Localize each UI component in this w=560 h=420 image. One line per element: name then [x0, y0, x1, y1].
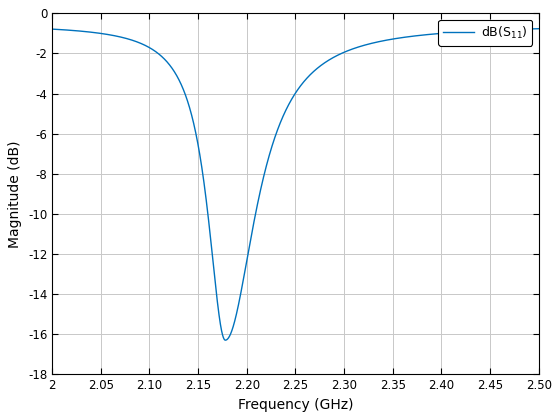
dB(S$_{11}$) [49, 26, 55, 32]
Y-axis label: Magnitude (dB): Magnitude (dB) [8, 140, 22, 247]
dB(S$_{11}$) [365, 42, 372, 47]
Legend: dB(S$_{11}$): dB(S$_{11}$) [438, 20, 533, 46]
dB(S$_{11}$) [222, 338, 228, 343]
Line: dB(S$_{11}$): dB(S$_{11}$) [52, 29, 539, 340]
dB(S$_{11}$) [535, 26, 542, 31]
X-axis label: Frequency (GHz): Frequency (GHz) [237, 398, 353, 412]
dB(S$_{11}$) [449, 30, 456, 35]
dB(S$_{11}$) [340, 50, 347, 55]
dB(S$_{11}$) [137, 41, 144, 46]
dB(S$_{11}$) [412, 33, 419, 38]
dB(S$_{11}$) [235, 304, 241, 309]
